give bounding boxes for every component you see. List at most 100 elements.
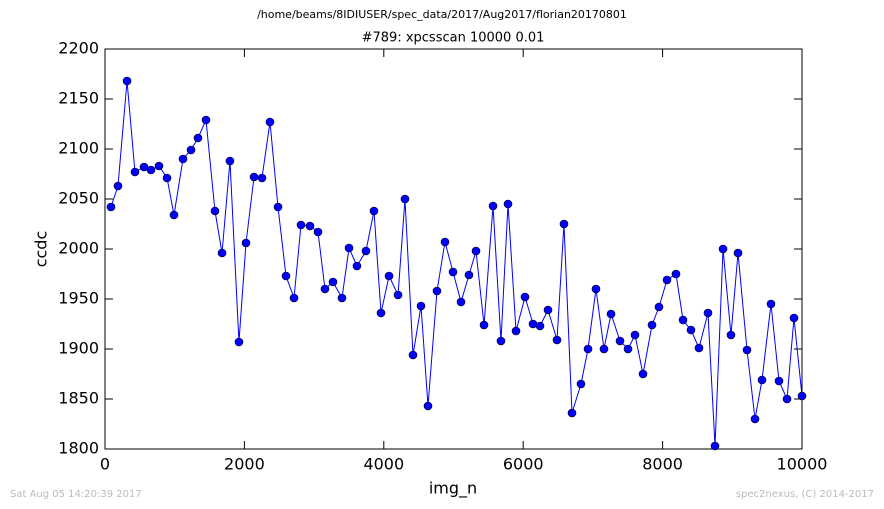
- y-tick-label: 2000: [58, 239, 99, 258]
- data-point: [193, 133, 203, 143]
- data-point: [337, 293, 347, 303]
- data-point: [352, 261, 362, 271]
- data-point: [583, 344, 593, 354]
- data-point: [456, 297, 466, 307]
- data-point: [552, 335, 562, 345]
- data-point: [328, 277, 338, 287]
- y-tick-label: 2100: [58, 139, 99, 158]
- data-point: [106, 202, 116, 212]
- data-point: [797, 391, 807, 401]
- data-point: [606, 309, 616, 319]
- data-point: [281, 271, 291, 281]
- data-point: [225, 156, 235, 166]
- data-point: [496, 336, 506, 346]
- data-point: [210, 206, 220, 216]
- data-point: [113, 181, 123, 191]
- data-point: [543, 305, 553, 315]
- data-point: [718, 244, 728, 254]
- data-point: [320, 284, 330, 294]
- data-point: [376, 308, 386, 318]
- data-point: [154, 161, 164, 171]
- data-point: [169, 210, 179, 220]
- data-point: [766, 299, 776, 309]
- data-point: [464, 270, 474, 280]
- data-point: [757, 375, 767, 385]
- data-point: [313, 227, 323, 237]
- data-point: [186, 145, 196, 155]
- data-point: [393, 290, 403, 300]
- data-point: [576, 379, 586, 389]
- data-point: [361, 246, 371, 256]
- data-point: [654, 302, 664, 312]
- data-point: [782, 394, 792, 404]
- data-point: [488, 201, 498, 211]
- data-point: [623, 344, 633, 354]
- data-point: [440, 237, 450, 247]
- data-point: [448, 267, 458, 277]
- x-tick-label: 6000: [503, 455, 544, 474]
- data-point: [432, 286, 442, 296]
- data-point: [733, 248, 743, 258]
- footer-right: spec2nexus, (C) 2014-2017: [736, 489, 874, 500]
- y-tick-label: 1950: [58, 289, 99, 308]
- data-point: [662, 275, 672, 285]
- footer-left: Sat Aug 05 14:20:39 2017: [10, 489, 142, 500]
- y-tick-label: 2050: [58, 189, 99, 208]
- data-point: [130, 167, 140, 177]
- data-point: [671, 269, 681, 279]
- data-point: [647, 320, 657, 330]
- data-point: [559, 219, 569, 229]
- x-axis-label: img_n: [429, 479, 477, 499]
- data-point: [217, 248, 227, 258]
- y-axis-label: ccdc: [32, 231, 51, 268]
- data-point: [726, 330, 736, 340]
- plot-frame: [104, 48, 803, 450]
- data-point: [750, 414, 760, 424]
- data-point: [471, 246, 481, 256]
- chart-title: #789: xpcsscan 10000 0.01: [362, 31, 545, 46]
- data-point: [178, 154, 188, 164]
- suptitle: /home/beams/8IDIUSER/spec_data/2017/Aug2…: [257, 8, 627, 21]
- data-point: [503, 199, 513, 209]
- x-tick-label: 4000: [363, 455, 404, 474]
- data-point: [535, 321, 545, 331]
- y-tick-label: 1850: [58, 389, 99, 408]
- data-point: [686, 325, 696, 335]
- data-point: [384, 271, 394, 281]
- data-point: [599, 344, 609, 354]
- data-point: [710, 441, 720, 451]
- data-point: [289, 293, 299, 303]
- data-point: [296, 220, 306, 230]
- data-point: [630, 330, 640, 340]
- data-point: [146, 165, 156, 175]
- x-tick-label: 2000: [224, 455, 265, 474]
- data-point: [234, 337, 244, 347]
- data-point: [249, 172, 259, 182]
- data-point: [615, 336, 625, 346]
- data-point: [774, 376, 784, 386]
- x-tick-label: 8000: [642, 455, 683, 474]
- y-tick-label: 1800: [58, 439, 99, 458]
- data-point: [694, 343, 704, 353]
- data-point: [305, 221, 315, 231]
- data-point: [479, 320, 489, 330]
- y-tick-label: 2200: [58, 39, 99, 58]
- y-tick-label: 1900: [58, 339, 99, 358]
- data-point: [400, 194, 410, 204]
- data-point: [703, 308, 713, 318]
- data-point: [567, 408, 577, 418]
- data-point: [423, 401, 433, 411]
- data-point: [122, 76, 132, 86]
- x-tick-label: 0: [100, 455, 110, 474]
- data-point: [408, 350, 418, 360]
- data-point: [638, 369, 648, 379]
- y-tick-label: 2150: [58, 89, 99, 108]
- data-point: [344, 243, 354, 253]
- data-point: [369, 206, 379, 216]
- data-point: [241, 238, 251, 248]
- data-point: [416, 301, 426, 311]
- data-point: [273, 202, 283, 212]
- data-point: [742, 345, 752, 355]
- data-point: [678, 315, 688, 325]
